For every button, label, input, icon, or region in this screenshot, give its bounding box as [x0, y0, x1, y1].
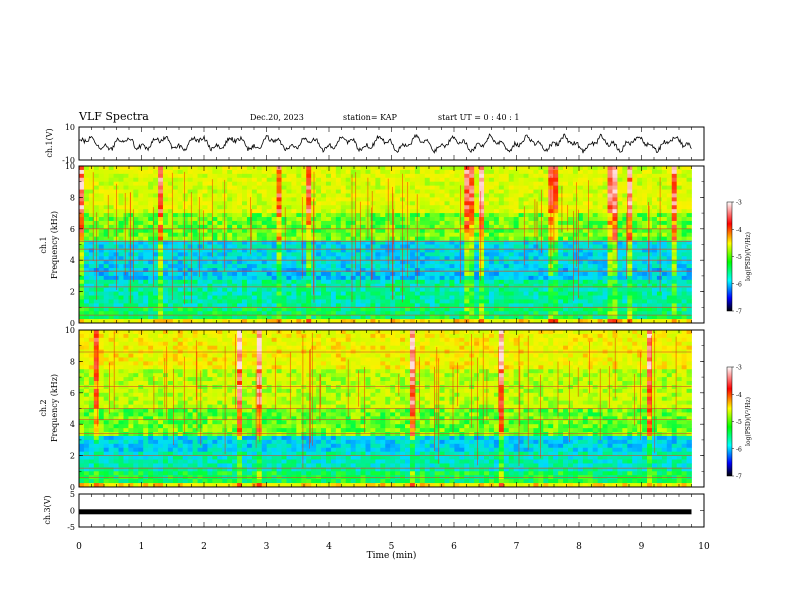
- y-tick-label: 6: [70, 225, 75, 234]
- y-tick-label: 2: [70, 288, 75, 297]
- x-tick-label: 6: [451, 542, 457, 552]
- x-tick-label: 0: [76, 542, 82, 552]
- colorbar-tick-label: -5: [736, 254, 742, 261]
- x-tick-label: 7: [514, 542, 520, 552]
- y-tick-label: 10: [65, 123, 75, 132]
- x-tick-label: 8: [576, 542, 582, 552]
- spectrogram-ch1: [79, 166, 692, 324]
- colorbar-ch2: [726, 366, 733, 477]
- station-label: station= KAP: [343, 113, 397, 122]
- colorbar-tick-label: -5: [736, 419, 742, 426]
- colorbar-tick-label: -4: [736, 392, 742, 399]
- ch3-level-line: [79, 509, 692, 515]
- start-time-label: start UT = 0 : 40 : 1: [438, 113, 520, 122]
- y-tick-label: 4: [70, 420, 75, 429]
- colorbar-tick-label: -7: [736, 474, 742, 481]
- x-tick-label: 1: [139, 542, 145, 552]
- y-tick-label: 4: [70, 256, 75, 265]
- colorbar-label: log(PSD)(V²/Hz): [745, 232, 752, 281]
- ch1-spec-y-label-line1: ch.1: [39, 236, 48, 253]
- y-tick-label: 0: [70, 483, 75, 492]
- ch3-y-axis-label: ch.3(V): [43, 495, 52, 524]
- y-tick-label: -5: [67, 523, 75, 532]
- y-tick-label: 0: [70, 319, 75, 328]
- colorbar-label: log(PSD)(V²/Hz): [745, 397, 752, 446]
- y-tick-label: 10: [65, 326, 75, 335]
- y-tick-label: 6: [70, 389, 75, 398]
- ch1-waveform-line: [78, 133, 692, 154]
- plot-title: VLF Spectra: [79, 110, 149, 123]
- colorbar-tick-label: -7: [736, 309, 742, 316]
- colorbar-tick-label: -3: [736, 200, 742, 207]
- y-tick-label: 2: [70, 452, 75, 461]
- colorbar-tick-label: -4: [736, 227, 742, 234]
- spectrogram-ch2: [79, 330, 692, 488]
- ch1-y-axis-label: ch.1(V): [45, 128, 54, 157]
- x-tick-label: 3: [264, 542, 270, 552]
- y-tick-label: -10: [62, 156, 75, 165]
- date-label: Dec.20, 2023: [250, 113, 304, 122]
- y-tick-label: 8: [70, 193, 75, 202]
- x-tick-label: 2: [201, 542, 207, 552]
- ch1-spec-y-label-line2: Frequency (kHz): [50, 211, 59, 279]
- colorbar-tick-label: -6: [736, 281, 742, 288]
- ch2-spec-y-label-line1: ch.2: [39, 399, 48, 416]
- y-tick-label: 8: [70, 357, 75, 366]
- x-axis-label: Time (min): [367, 550, 417, 561]
- y-tick-label: 10: [65, 162, 75, 171]
- x-tick-label: 5: [389, 542, 395, 552]
- x-tick-label: 10: [698, 542, 710, 552]
- x-tick-label: 9: [639, 542, 645, 552]
- ch2-spec-y-label-line2: Frequency (kHz): [50, 374, 59, 442]
- y-tick-label: 5: [70, 490, 75, 499]
- colorbar-tick-label: -3: [736, 365, 742, 372]
- y-tick-label: 0: [70, 507, 75, 516]
- x-tick-label: 4: [326, 542, 332, 552]
- colorbar-tick-label: -6: [736, 446, 742, 453]
- colorbar-ch1: [726, 201, 733, 312]
